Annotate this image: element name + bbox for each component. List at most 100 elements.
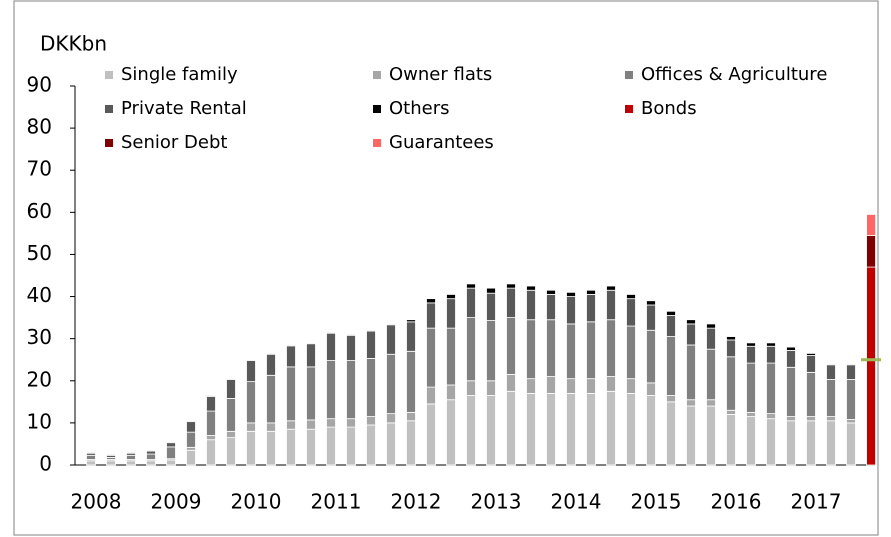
bar-segment xyxy=(206,395,216,412)
bar-segment xyxy=(586,294,596,323)
bar-segment xyxy=(186,449,196,466)
bar-segment xyxy=(566,291,576,297)
bar-segment xyxy=(266,374,276,424)
bar-segment xyxy=(826,379,836,417)
bar-segment xyxy=(626,325,636,380)
bar-segment xyxy=(526,378,536,394)
bar-segment xyxy=(746,342,756,347)
bar-segment xyxy=(606,390,616,466)
x-tick-label: 2016 xyxy=(711,490,762,514)
bar-segment xyxy=(326,418,336,428)
legend-swatch xyxy=(625,105,633,113)
bar-segment xyxy=(466,317,476,382)
legend-swatch xyxy=(105,105,113,113)
legend-label: Offices & Agriculture xyxy=(641,64,827,85)
bar-segment xyxy=(566,296,576,325)
bar-segment xyxy=(726,339,736,358)
legend-swatch xyxy=(105,139,113,147)
bar-segment xyxy=(486,380,496,396)
bar-segment xyxy=(246,422,256,432)
y-tick-label: 80 xyxy=(27,115,52,139)
legend-label: Owner flats xyxy=(389,64,492,85)
frame xyxy=(13,0,879,536)
bar-segment xyxy=(706,323,716,329)
bar-segment xyxy=(866,266,876,466)
x-tick-label: 2012 xyxy=(391,490,442,514)
legend-swatch xyxy=(625,71,633,79)
bar-segment xyxy=(726,414,736,466)
bar-segment xyxy=(286,366,296,422)
y-tick-label: 10 xyxy=(27,409,52,433)
bar-segment xyxy=(386,422,396,466)
bar-segment xyxy=(286,428,296,466)
y-tick-label: 0 xyxy=(39,452,52,476)
bar-segment xyxy=(326,360,336,420)
bar-segment xyxy=(706,348,716,401)
bar-segment xyxy=(606,376,616,392)
bar-segment xyxy=(666,401,676,466)
bar-segment xyxy=(666,315,676,337)
bar-segment xyxy=(626,294,636,300)
legend-label: Guarantees xyxy=(389,132,494,153)
bar-segment xyxy=(166,446,176,460)
bar-segment xyxy=(866,214,876,236)
bar-segment xyxy=(106,454,116,456)
bar-segment xyxy=(506,317,516,375)
bar-segment xyxy=(546,393,556,466)
bar-segment xyxy=(406,411,416,422)
bar-segment xyxy=(326,332,336,361)
x-tick-label: 2013 xyxy=(471,490,522,514)
bar-segment xyxy=(326,426,336,466)
bar-segment xyxy=(186,446,196,451)
bar-segment xyxy=(526,285,536,291)
bar-segment xyxy=(206,395,216,397)
bar-segment xyxy=(146,449,156,452)
bar-segment xyxy=(806,371,816,417)
legend-swatch xyxy=(373,105,381,113)
bar-segment xyxy=(146,460,156,466)
bar-segment xyxy=(486,287,496,294)
legend-label: Bonds xyxy=(641,98,697,119)
bar-segment xyxy=(446,327,456,386)
bar-segment xyxy=(426,386,436,405)
bar-segment xyxy=(846,422,856,466)
legend-label: Single family xyxy=(121,64,238,85)
bar-segment xyxy=(86,451,96,454)
bar-segment xyxy=(566,378,576,394)
bar-segment xyxy=(506,390,516,466)
bar-segment xyxy=(846,364,856,380)
bar-segment xyxy=(646,382,656,396)
bar-segment xyxy=(766,418,776,466)
bar-segment xyxy=(406,350,416,413)
y-tick-label: 40 xyxy=(27,283,52,307)
bar-segment xyxy=(686,344,696,401)
bar-segment xyxy=(226,379,236,399)
bar-segment xyxy=(526,289,536,321)
bar-segment xyxy=(346,418,356,428)
bar-segment xyxy=(166,441,176,444)
bar-segment xyxy=(806,355,816,373)
y-tick-label: 90 xyxy=(27,73,52,97)
legend-label: Private Rental xyxy=(121,98,247,119)
bar-segment xyxy=(586,321,596,380)
bar-segment xyxy=(126,451,136,454)
bar-segment xyxy=(746,416,756,466)
bar-segment xyxy=(366,416,376,426)
x-tick-label: 2009 xyxy=(151,490,202,514)
y-axis-label: DKKbn xyxy=(40,32,107,56)
bar-segment xyxy=(326,331,336,334)
bar-segment xyxy=(726,409,736,415)
bar-segment xyxy=(366,358,376,417)
bar-segment xyxy=(606,319,616,377)
bar-segment xyxy=(346,360,356,420)
bar-segment xyxy=(266,430,276,466)
bar-segment xyxy=(426,302,436,329)
bar-segment xyxy=(846,363,856,366)
bar-segment xyxy=(526,393,536,466)
bar-segment xyxy=(186,420,196,423)
bar-segment xyxy=(346,334,356,361)
bar-segment xyxy=(306,428,316,466)
bar-segment xyxy=(426,403,436,466)
bar-segment xyxy=(606,289,616,321)
bar-segment xyxy=(166,442,176,448)
